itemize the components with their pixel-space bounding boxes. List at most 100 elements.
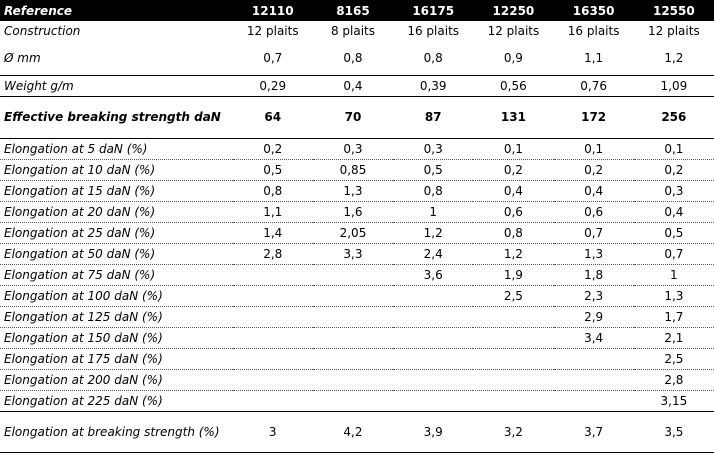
reference-12550: 12550 bbox=[652, 3, 695, 18]
cell: 3,4 bbox=[553, 327, 634, 349]
cell: 1,09 bbox=[633, 75, 714, 97]
row-label: Elongation at 175 daN (%) bbox=[0, 348, 233, 370]
row-elongation-225: Elongation at 225 daN (%) 3,15 bbox=[0, 390, 714, 412]
cell: 70 bbox=[312, 96, 394, 139]
cell: 16 plaits bbox=[567, 24, 620, 38]
cell: 2,5 bbox=[473, 285, 554, 307]
cell: 3,3 bbox=[312, 243, 394, 265]
cell: 1,3 bbox=[553, 243, 634, 265]
cell bbox=[232, 369, 313, 391]
cell: 3,15 bbox=[633, 390, 714, 412]
cell: 0,3 bbox=[312, 138, 394, 160]
cell: 0,7 bbox=[232, 41, 313, 76]
cell: 2,3 bbox=[553, 285, 634, 307]
row-weight: Weight g/m 0,29 0,4 0,39 0,56 0,76 1,09 bbox=[0, 75, 714, 97]
row-elongation-200: Elongation at 200 daN (%) 2,8 bbox=[0, 369, 714, 391]
cell: 1,2 bbox=[473, 243, 554, 265]
reference-12250: 12250 bbox=[492, 3, 535, 18]
cell bbox=[473, 348, 554, 370]
row-elongation-50: Elongation at 50 daN (%) 2,8 3,3 2,4 1,2… bbox=[0, 243, 714, 265]
cell bbox=[232, 327, 313, 349]
row-label: Elongation at 15 daN (%) bbox=[0, 180, 233, 202]
cell bbox=[232, 390, 313, 412]
cell: 2,4 bbox=[393, 243, 474, 265]
row-elongation-10: Elongation at 10 daN (%) 0,5 0,85 0,5 0,… bbox=[0, 159, 714, 181]
cell: 1,2 bbox=[393, 222, 474, 244]
cell: 1,6 bbox=[312, 201, 394, 223]
row-elongation-75: Elongation at 75 daN (%) 3,6 1,9 1,8 1 bbox=[0, 264, 714, 286]
row-label: Elongation at 125 daN (%) bbox=[0, 306, 233, 328]
cell bbox=[553, 390, 634, 412]
cell: 0,29 bbox=[232, 75, 313, 97]
cell: 256 bbox=[633, 96, 714, 139]
cell bbox=[312, 306, 394, 328]
cell: 12 plaits bbox=[246, 24, 299, 38]
cell: 2,9 bbox=[553, 306, 634, 328]
cell: 2,1 bbox=[633, 327, 714, 349]
cell bbox=[393, 285, 474, 307]
cell: 64 bbox=[232, 96, 313, 139]
cell: 1,3 bbox=[312, 180, 394, 202]
cell bbox=[312, 348, 394, 370]
row-label: Elongation at 10 daN (%) bbox=[0, 159, 233, 181]
row-label: Elongation at 200 daN (%) bbox=[0, 369, 233, 391]
cell: 2,5 bbox=[633, 348, 714, 370]
cell bbox=[473, 327, 554, 349]
cell: 0,8 bbox=[393, 41, 474, 76]
row-label: Effective breaking strength daN bbox=[0, 96, 233, 139]
cell: 0,1 bbox=[473, 138, 554, 160]
row-elongation-5: Elongation at 5 daN (%) 0,2 0,3 0,3 0,1 … bbox=[0, 138, 714, 160]
reference-8165: 8165 bbox=[336, 3, 370, 18]
cell bbox=[312, 285, 394, 307]
cell bbox=[473, 306, 554, 328]
cell: 0,8 bbox=[312, 41, 394, 76]
cell: 16 plaits bbox=[407, 24, 460, 38]
cell bbox=[393, 327, 474, 349]
cell: 3,6 bbox=[393, 264, 474, 286]
cell: 0,8 bbox=[473, 222, 554, 244]
cell bbox=[232, 306, 313, 328]
cell: 0,8 bbox=[232, 180, 313, 202]
row-label: Elongation at 25 daN (%) bbox=[0, 222, 233, 244]
cell bbox=[312, 369, 394, 391]
cell: 0,6 bbox=[473, 201, 554, 223]
cell: 0,5 bbox=[232, 159, 313, 181]
cell: 0,4 bbox=[312, 75, 394, 97]
cell: 1,3 bbox=[633, 285, 714, 307]
cell: 87 bbox=[393, 96, 474, 139]
cell: 0,3 bbox=[633, 180, 714, 202]
cell: 0,9 bbox=[473, 41, 554, 76]
cell bbox=[553, 369, 634, 391]
row-label: Elongation at 50 daN (%) bbox=[0, 243, 233, 265]
cell: 1,2 bbox=[633, 41, 714, 76]
cell: 0,3 bbox=[393, 138, 474, 160]
cell: 1,1 bbox=[553, 41, 634, 76]
cell bbox=[553, 348, 634, 370]
reference-12110: 12110 bbox=[251, 3, 294, 18]
cell: 8 plaits bbox=[330, 24, 375, 38]
row-label: Ø mm bbox=[0, 41, 233, 76]
cell: 3,2 bbox=[473, 411, 554, 453]
cell bbox=[312, 327, 394, 349]
row-elongation-25: Elongation at 25 daN (%) 1,4 2,05 1,2 0,… bbox=[0, 222, 714, 244]
cell: 0,5 bbox=[633, 222, 714, 244]
cell: 1,7 bbox=[633, 306, 714, 328]
row-label: Construction bbox=[4, 24, 81, 38]
cell: 0,2 bbox=[553, 159, 634, 181]
cell: 0,4 bbox=[553, 180, 634, 202]
cell: 0,8 bbox=[393, 180, 474, 202]
reference-16175: 16175 bbox=[412, 3, 455, 18]
cell: 1,8 bbox=[553, 264, 634, 286]
row-label: Elongation at 225 daN (%) bbox=[0, 390, 233, 412]
cell: 0,4 bbox=[473, 180, 554, 202]
cell: 0,2 bbox=[473, 159, 554, 181]
row-elongation-175: Elongation at 175 daN (%) 2,5 bbox=[0, 348, 714, 370]
reference-16350: 16350 bbox=[572, 3, 615, 18]
cell: 0,2 bbox=[633, 159, 714, 181]
row-label: Elongation at 5 daN (%) bbox=[0, 138, 233, 160]
cell: 172 bbox=[553, 96, 634, 139]
cell bbox=[393, 348, 474, 370]
row-elongation-150: Elongation at 150 daN (%) 3,4 2,1 bbox=[0, 327, 714, 349]
header-label: Reference bbox=[4, 3, 72, 18]
cell: 0,2 bbox=[232, 138, 313, 160]
